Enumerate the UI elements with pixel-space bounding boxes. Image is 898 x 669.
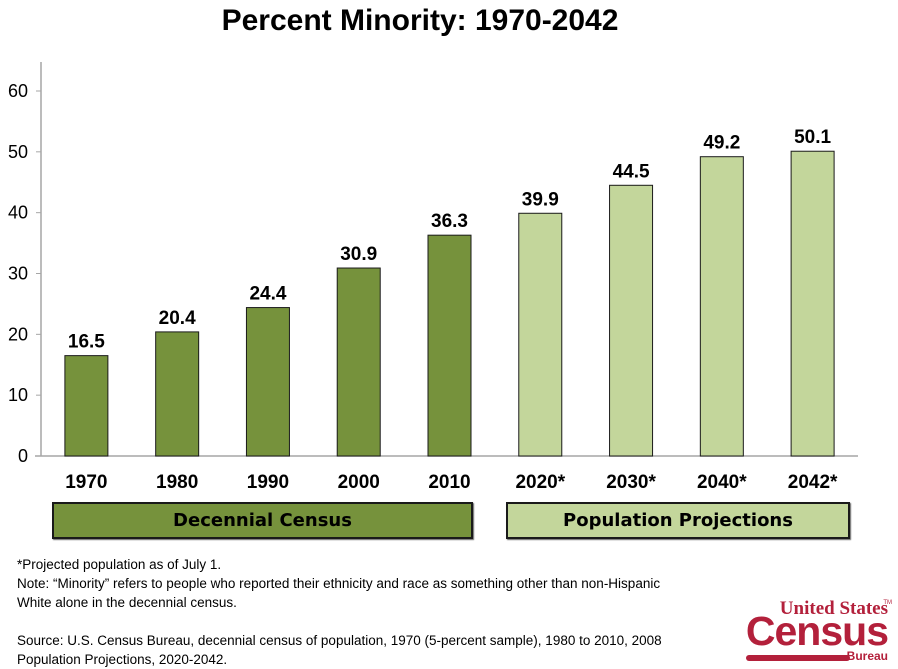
bar-1980 bbox=[155, 331, 200, 457]
value-label: 24.4 bbox=[249, 284, 286, 305]
footnotes: *Projected population as of July 1. Note… bbox=[17, 555, 682, 612]
y-tick-label: 10 bbox=[8, 385, 28, 405]
x-category-label: 2042* bbox=[788, 472, 838, 493]
source-note-container: Source: U.S. Census Bureau, decennial ce… bbox=[17, 631, 717, 669]
bar-2042 bbox=[790, 150, 835, 457]
x-category-label: 2020* bbox=[515, 472, 565, 493]
x-category-label: 2010 bbox=[428, 472, 470, 493]
logo-census: Census bbox=[745, 608, 889, 654]
x-category-label: 2030* bbox=[606, 472, 656, 493]
x-category-label: 1980 bbox=[156, 472, 198, 493]
population-projections-label-box: Population Projections bbox=[506, 502, 850, 539]
y-tick-label: 40 bbox=[8, 203, 28, 223]
census-bureau-logo: United States TM Census Bureau bbox=[742, 598, 892, 664]
chart-title: Percent Minority: 1970-2042 bbox=[221, 4, 619, 37]
population-projections-label: Population Projections bbox=[563, 510, 793, 531]
y-tick-label: 20 bbox=[8, 324, 28, 344]
x-category-label: 2040* bbox=[697, 472, 747, 493]
bar-chart: 0 10 20 30 40 50 60 16.5 1970 20.4 1980 24.4 1990 30… bbox=[8, 62, 858, 493]
bar-2020 bbox=[518, 212, 563, 457]
logo-trademark: TM bbox=[883, 600, 892, 606]
x-category-label: 1990 bbox=[247, 472, 289, 493]
source-note: Source: U.S. Census Bureau, decennial ce… bbox=[17, 633, 662, 667]
bar-2000 bbox=[336, 267, 381, 457]
bar-2010 bbox=[427, 234, 472, 457]
value-label: 44.5 bbox=[613, 161, 650, 182]
logo-united-states: United States bbox=[779, 598, 888, 619]
x-category-label: 2000 bbox=[338, 472, 380, 493]
bar-1990 bbox=[245, 307, 290, 457]
bar-1970 bbox=[64, 355, 109, 457]
logo-bureau: Bureau bbox=[846, 649, 888, 663]
bar-2040 bbox=[699, 156, 744, 457]
value-label: 16.5 bbox=[68, 332, 105, 353]
value-label: 36.3 bbox=[431, 211, 468, 232]
x-category-label: 1970 bbox=[65, 472, 107, 493]
value-label: 50.1 bbox=[794, 127, 831, 148]
decennial-census-label-box: Decennial Census bbox=[52, 502, 473, 539]
y-tick-label: 50 bbox=[8, 142, 28, 162]
value-label: 30.9 bbox=[340, 244, 377, 265]
decennial-census-label: Decennial Census bbox=[173, 510, 352, 531]
value-label: 39.9 bbox=[522, 189, 559, 210]
minority-note: Note: “Minority” refers to people who re… bbox=[17, 576, 661, 610]
projected-footnote: *Projected population as of July 1. bbox=[17, 557, 222, 572]
y-tick-label: 60 bbox=[8, 81, 28, 101]
labels: 16.5 1970 20.4 1980 24.4 1990 30.9 2000 36.3 2010… bbox=[65, 127, 838, 493]
value-label: 49.2 bbox=[703, 133, 740, 154]
value-label: 20.4 bbox=[159, 308, 196, 329]
bar-2030 bbox=[609, 184, 654, 457]
bars bbox=[64, 150, 835, 457]
y-tick-label: 0 bbox=[18, 446, 28, 466]
logo-underline bbox=[746, 655, 850, 661]
y-tick-label: 30 bbox=[8, 264, 28, 284]
